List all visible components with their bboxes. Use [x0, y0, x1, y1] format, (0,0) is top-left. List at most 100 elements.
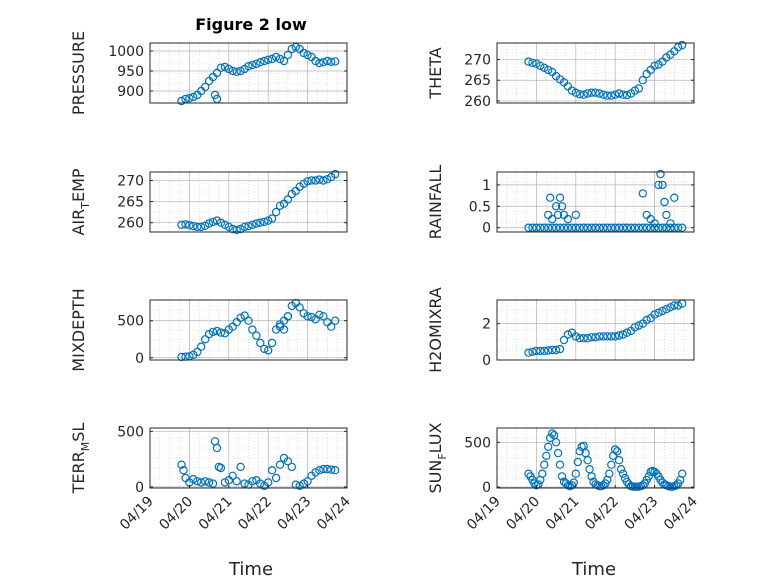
data-point	[275, 54, 285, 64]
data-point	[271, 52, 281, 62]
data-point	[573, 457, 583, 467]
data-point	[264, 55, 273, 65]
series-markers	[524, 40, 687, 100]
data-point	[575, 223, 584, 232]
data-point	[236, 66, 245, 76]
y-tick-label: 500	[464, 435, 491, 451]
data-point	[193, 347, 202, 357]
y-tick-label: 265	[117, 195, 144, 211]
series-markers	[177, 437, 340, 490]
data-point	[232, 67, 241, 77]
data-point	[678, 40, 687, 50]
data-point	[248, 60, 257, 70]
data-point	[555, 193, 565, 202]
data-point	[252, 219, 261, 228]
data-point	[216, 63, 226, 73]
data-point	[267, 466, 277, 475]
data-point	[524, 223, 533, 232]
data-point	[614, 456, 624, 465]
data-point	[319, 312, 328, 321]
data-point	[315, 466, 324, 475]
data-point	[212, 443, 222, 453]
y-axis-label: AIRTEMP	[69, 168, 92, 235]
data-point	[331, 57, 340, 66]
grid	[150, 300, 347, 360]
subplot-2: 260 265 270 THETA	[426, 40, 695, 110]
data-point	[622, 328, 632, 337]
data-point	[571, 469, 581, 478]
series-markers	[177, 298, 340, 362]
y-axis-label: PRESSURE	[69, 31, 88, 115]
data-point	[618, 223, 628, 232]
xlabel-right: Time	[571, 559, 616, 580]
data-point	[575, 90, 584, 99]
data-point	[599, 481, 608, 490]
y-axis-label: THETA	[426, 47, 445, 99]
data-point	[603, 332, 612, 341]
data-point	[555, 344, 565, 354]
data-point	[295, 481, 304, 490]
data-point	[618, 469, 628, 478]
data-point	[216, 463, 226, 473]
data-point	[240, 222, 249, 232]
data-point	[618, 330, 628, 339]
data-point	[204, 219, 214, 228]
data-point	[536, 61, 545, 71]
data-point	[228, 471, 237, 480]
data-point	[315, 310, 324, 319]
data-point	[267, 54, 277, 64]
data-point	[287, 44, 296, 54]
data-point	[528, 347, 537, 356]
data-point	[210, 90, 220, 100]
data-point	[605, 469, 614, 478]
data-point	[540, 346, 549, 356]
data-point	[670, 301, 679, 310]
data-point	[634, 84, 644, 93]
data-point	[607, 460, 616, 469]
data-point	[185, 220, 194, 230]
data-point	[319, 464, 328, 474]
subplot-4: 0 0.5 1 RAINFALL	[426, 165, 695, 239]
data-point	[244, 61, 253, 71]
data-point	[311, 56, 320, 66]
y-axis-label-tail: LUX	[426, 422, 445, 453]
data-point	[544, 65, 553, 75]
data-point	[666, 303, 675, 312]
y-tick-label: 0	[135, 480, 144, 496]
y-tick-label: 265	[464, 73, 491, 89]
axes-box	[496, 299, 695, 361]
data-point	[616, 465, 626, 474]
data-point	[660, 197, 669, 207]
data-point	[177, 352, 186, 362]
data-point	[295, 303, 304, 312]
data-point	[319, 58, 328, 67]
data-point	[212, 326, 222, 336]
data-point	[252, 59, 261, 69]
data-point	[672, 481, 681, 490]
data-point	[208, 327, 218, 337]
data-point	[563, 214, 573, 224]
data-point	[271, 207, 281, 217]
y-tick-label: 500	[117, 314, 144, 330]
y-axis-label: SUNFLUX	[426, 422, 449, 493]
data-point	[307, 176, 316, 185]
data-point	[283, 50, 293, 60]
y-axis-label: MIXDEPTH	[69, 288, 88, 371]
data-point	[654, 308, 663, 317]
data-point	[271, 473, 281, 483]
data-point	[650, 310, 659, 319]
data-point	[551, 202, 561, 211]
data-point	[603, 91, 612, 100]
y-tick-label: 1000	[108, 44, 144, 60]
y-axis-label-main: TERR	[69, 451, 88, 494]
data-point	[662, 304, 671, 314]
data-point	[260, 344, 269, 354]
data-point	[587, 88, 596, 97]
data-point	[204, 478, 214, 487]
axes-box	[496, 427, 695, 489]
data-point	[267, 214, 277, 223]
data-point	[212, 68, 222, 78]
y-axis-label: H2OMIXRA	[426, 287, 445, 373]
data-point	[603, 223, 612, 232]
